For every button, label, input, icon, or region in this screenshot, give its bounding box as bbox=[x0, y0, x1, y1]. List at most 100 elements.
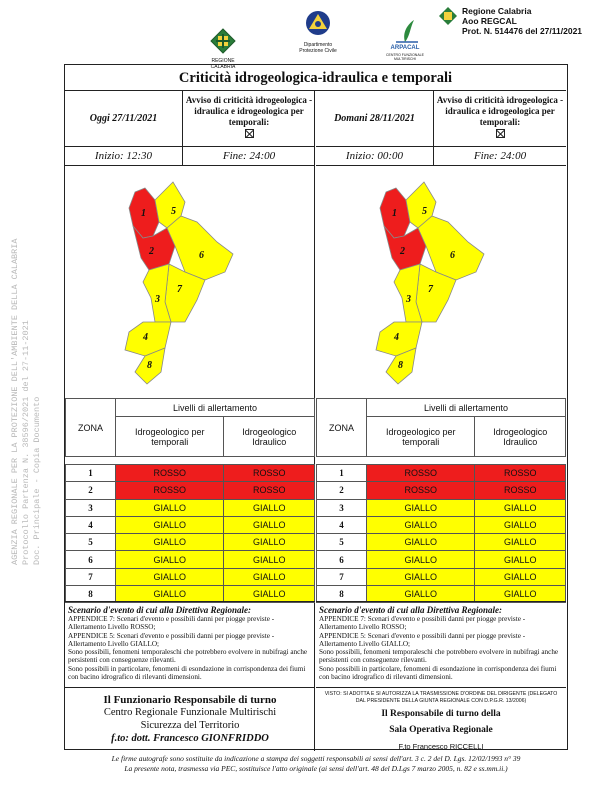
zone-level-idraulico: GIALLO bbox=[223, 498, 315, 517]
map-label-2: 2 bbox=[399, 246, 405, 257]
protezione-civile-icon bbox=[306, 11, 330, 35]
zone-level-idraulico: ROSSO bbox=[223, 481, 315, 500]
zones-table: ZONA Livelli di allertamento Idrogeologi… bbox=[65, 398, 315, 604]
map-zone-6 bbox=[166, 215, 234, 281]
zone-level-temporali: GIALLO bbox=[114, 567, 225, 587]
zone-row: 7 GIALLO GIALLO bbox=[65, 567, 315, 587]
scenario-line: APPENDICE 7: Scenari d'evento e possibil… bbox=[68, 615, 275, 632]
zone-level-temporali: ROSSO bbox=[114, 463, 225, 483]
zone-row: 5 GIALLO GIALLO bbox=[65, 533, 315, 552]
zone-number: 1 bbox=[316, 463, 367, 483]
scenario-line: Sono possibili in particolare, fenomeni … bbox=[319, 664, 557, 682]
regione-seal-icon bbox=[210, 28, 236, 54]
zone-level-idraulico: ROSSO bbox=[223, 463, 315, 483]
map-label-3: 3 bbox=[405, 294, 411, 305]
map-zone-8 bbox=[134, 347, 166, 385]
map-label-8: 8 bbox=[147, 360, 152, 371]
time-range: Inizio: 12:30 Fine: 24:00 bbox=[65, 147, 315, 166]
footer-left-signature: f.to: dott. Francesco GIONFRIDDO bbox=[111, 733, 269, 744]
zone-level-idraulico: ROSSO bbox=[474, 481, 566, 500]
map-label-8: 8 bbox=[398, 360, 403, 371]
map-label-1: 1 bbox=[392, 208, 397, 219]
arpacal-name: ARPACAL bbox=[390, 45, 420, 51]
day-column-today: Oggi 27/11/2021 Avviso di criticità idro… bbox=[65, 91, 315, 751]
zone-row: 8 GIALLO GIALLO bbox=[65, 585, 315, 604]
zone-row: 5 GIALLO GIALLO bbox=[316, 533, 566, 552]
side-stamp-line2: Protocollo Partenza N. 38596/2021 del 27… bbox=[21, 320, 31, 565]
zone-number: 2 bbox=[65, 481, 116, 500]
map-label-2: 2 bbox=[148, 246, 154, 257]
zone-level-idraulico: GIALLO bbox=[474, 533, 566, 552]
scenario-line: APPENDICE 5: Scenari d'evento e possibil… bbox=[319, 631, 526, 648]
map-label-5: 5 bbox=[171, 206, 176, 217]
zone-level-idraulico: GIALLO bbox=[474, 550, 566, 569]
legal-note-line1: Le firme autografe sono sostituite da in… bbox=[111, 754, 521, 763]
day-date: Domani 28/11/2021 bbox=[316, 91, 434, 147]
col-temporali-header: Idrogeologico per temporali bbox=[365, 416, 476, 457]
zones-map: 1 5 2 6 7 3 4 8 bbox=[65, 166, 315, 398]
calabria-zone-map: 1 5 2 6 7 3 4 8 bbox=[124, 181, 234, 385]
zone-number: 2 bbox=[316, 481, 367, 500]
scenario-line: APPENDICE 7: Scenari d'evento e possibil… bbox=[319, 615, 526, 632]
arpacal-sub: CENTRO FUNZIONALE MULTIRISCHI bbox=[386, 53, 424, 61]
arpacal-logo: ARPACAL CENTRO FUNZIONALE MULTIRISCHI bbox=[376, 18, 434, 62]
zone-number: 3 bbox=[316, 498, 367, 517]
footer-right-title: Il Responsabile di turno della bbox=[381, 709, 501, 719]
map-label-7: 7 bbox=[428, 284, 434, 295]
zone-level-temporali: ROSSO bbox=[114, 481, 225, 500]
start-time: Inizio: 00:00 bbox=[316, 147, 434, 166]
zone-row: 2 ROSSO ROSSO bbox=[65, 481, 315, 500]
zone-level-idraulico: GIALLO bbox=[474, 585, 566, 604]
map-label-1: 1 bbox=[141, 208, 146, 219]
scenario-box: Scenario d'evento di cui alla Direttiva … bbox=[316, 601, 566, 688]
arpacal-leaf-icon bbox=[396, 20, 418, 43]
scenario-title: Scenario d'evento di cui alla Direttiva … bbox=[68, 605, 251, 615]
avviso-text: Avviso di criticità idrogeologica - idra… bbox=[185, 95, 313, 127]
footer-right-office: Sala Operativa Regionale bbox=[389, 725, 493, 735]
zone-level-temporali: GIALLO bbox=[365, 515, 476, 535]
scenario-line: APPENDICE 5: Scenari d'evento e possibil… bbox=[68, 631, 275, 648]
zone-level-temporali: GIALLO bbox=[114, 550, 225, 569]
start-time: Inizio: 12:30 bbox=[65, 147, 183, 166]
footer-left-dept: Sicurezza del Territorio bbox=[140, 720, 240, 731]
avviso-label: Avviso di criticità idrogeologica - idra… bbox=[434, 95, 566, 138]
zone-number: 6 bbox=[316, 550, 367, 569]
zone-row: 1 ROSSO ROSSO bbox=[65, 463, 315, 483]
zone-level-temporali: ROSSO bbox=[365, 481, 476, 500]
zones-table: ZONA Livelli di allertamento Idrogeologi… bbox=[316, 398, 566, 604]
col-idraulico-header: Idrogeologico Idraulico bbox=[223, 416, 315, 457]
zone-number: 6 bbox=[65, 550, 116, 569]
zone-number: 4 bbox=[316, 515, 367, 535]
livelli-header: Livelli di allertamento bbox=[115, 398, 315, 417]
zone-level-idraulico: GIALLO bbox=[223, 533, 315, 552]
zone-level-idraulico: GIALLO bbox=[474, 567, 566, 587]
zone-row: 6 GIALLO GIALLO bbox=[65, 550, 315, 569]
avviso-label: Avviso di criticità idrogeologica - idra… bbox=[183, 95, 315, 138]
zone-level-temporali: GIALLO bbox=[114, 498, 225, 517]
map-label-4: 4 bbox=[142, 332, 148, 343]
map-label-6: 6 bbox=[450, 250, 455, 261]
protocol-line1: Regione Calabria bbox=[462, 6, 532, 16]
footer-left-office: Centro Regionale Funzionale Multirischi bbox=[103, 707, 277, 718]
side-stamp-line1: AGENZIA REGIONALE PER LA PROTEZIONE DELL… bbox=[10, 238, 20, 565]
zones-map: 1 5 2 6 7 3 4 8 bbox=[316, 166, 566, 398]
footer-right-signature: F.to Francesco RICCELLI bbox=[398, 742, 484, 751]
zones-table-body: 1 ROSSO ROSSO 2 ROSSO ROSSO 3 GIALLO GIALLO 4 GIAL… bbox=[316, 463, 566, 604]
zone-level-idraulico: GIALLO bbox=[223, 515, 315, 535]
footer-left: Il Funzionario Responsabile di turno Cen… bbox=[65, 688, 315, 751]
protezione-line1: Dipartimento bbox=[303, 42, 333, 48]
map-zone-2 bbox=[383, 225, 427, 271]
zona-header: ZONA bbox=[65, 398, 116, 457]
zone-level-idraulico: GIALLO bbox=[474, 515, 566, 535]
legal-note: Le firme autografe sono sostituite da in… bbox=[64, 754, 568, 774]
regione-calabria-logo: REGIONE CALABRIA bbox=[200, 28, 246, 70]
zone-row: 4 GIALLO GIALLO bbox=[316, 515, 566, 535]
avviso-checkbox-icon bbox=[495, 129, 505, 138]
map-zone-2 bbox=[132, 225, 176, 271]
zone-level-temporali: GIALLO bbox=[114, 585, 225, 604]
zona-header: ZONA bbox=[316, 398, 367, 457]
zone-level-temporali: GIALLO bbox=[365, 585, 476, 604]
zone-number: 5 bbox=[316, 533, 367, 552]
zone-row: 3 GIALLO GIALLO bbox=[65, 498, 315, 517]
zone-level-idraulico: ROSSO bbox=[474, 463, 566, 483]
